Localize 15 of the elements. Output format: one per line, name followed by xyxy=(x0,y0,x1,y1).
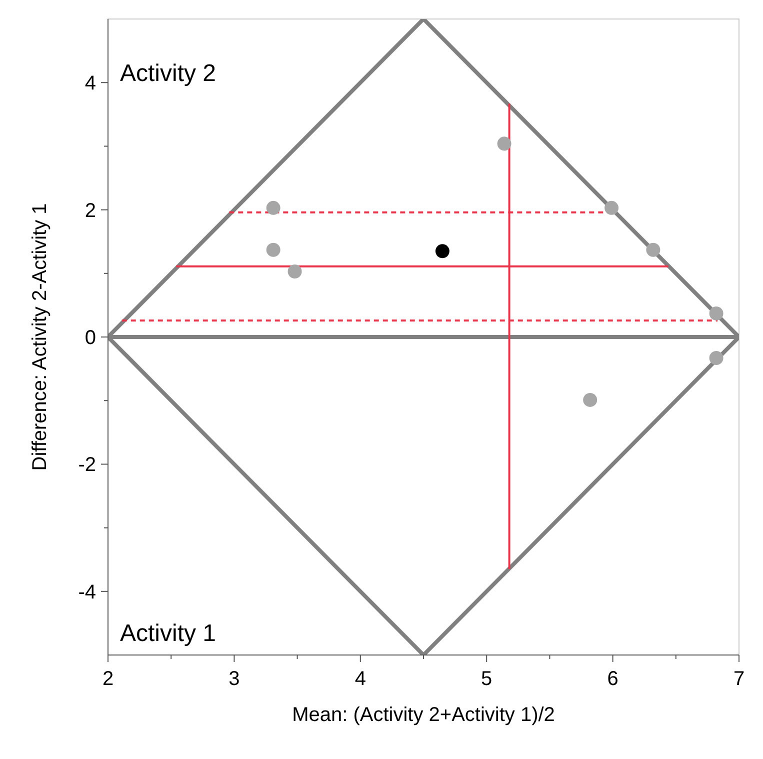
x-tick-label: 4 xyxy=(354,668,366,690)
y-tick-label: 4 xyxy=(84,72,96,95)
annotation: Activity 2 xyxy=(120,60,216,87)
x-tick-label: 2 xyxy=(102,668,114,690)
x-tick-label: 3 xyxy=(228,668,240,690)
x-tick-label: 5 xyxy=(481,668,492,690)
x-axis-title: Mean: (Activity 2+Activity 1)/2 xyxy=(292,704,555,726)
y-tick-label: -2 xyxy=(78,454,96,476)
y-tick-label: 2 xyxy=(84,200,96,222)
y-axis-title: Difference: Activity 2-Activity 1 xyxy=(29,203,51,471)
x-tick-label: 6 xyxy=(607,668,618,690)
annotation: Activity 1 xyxy=(120,620,216,647)
y-tick-label: -4 xyxy=(78,581,96,604)
y-tick-label: 0 xyxy=(84,327,96,349)
x-tick-label: 7 xyxy=(733,668,745,690)
